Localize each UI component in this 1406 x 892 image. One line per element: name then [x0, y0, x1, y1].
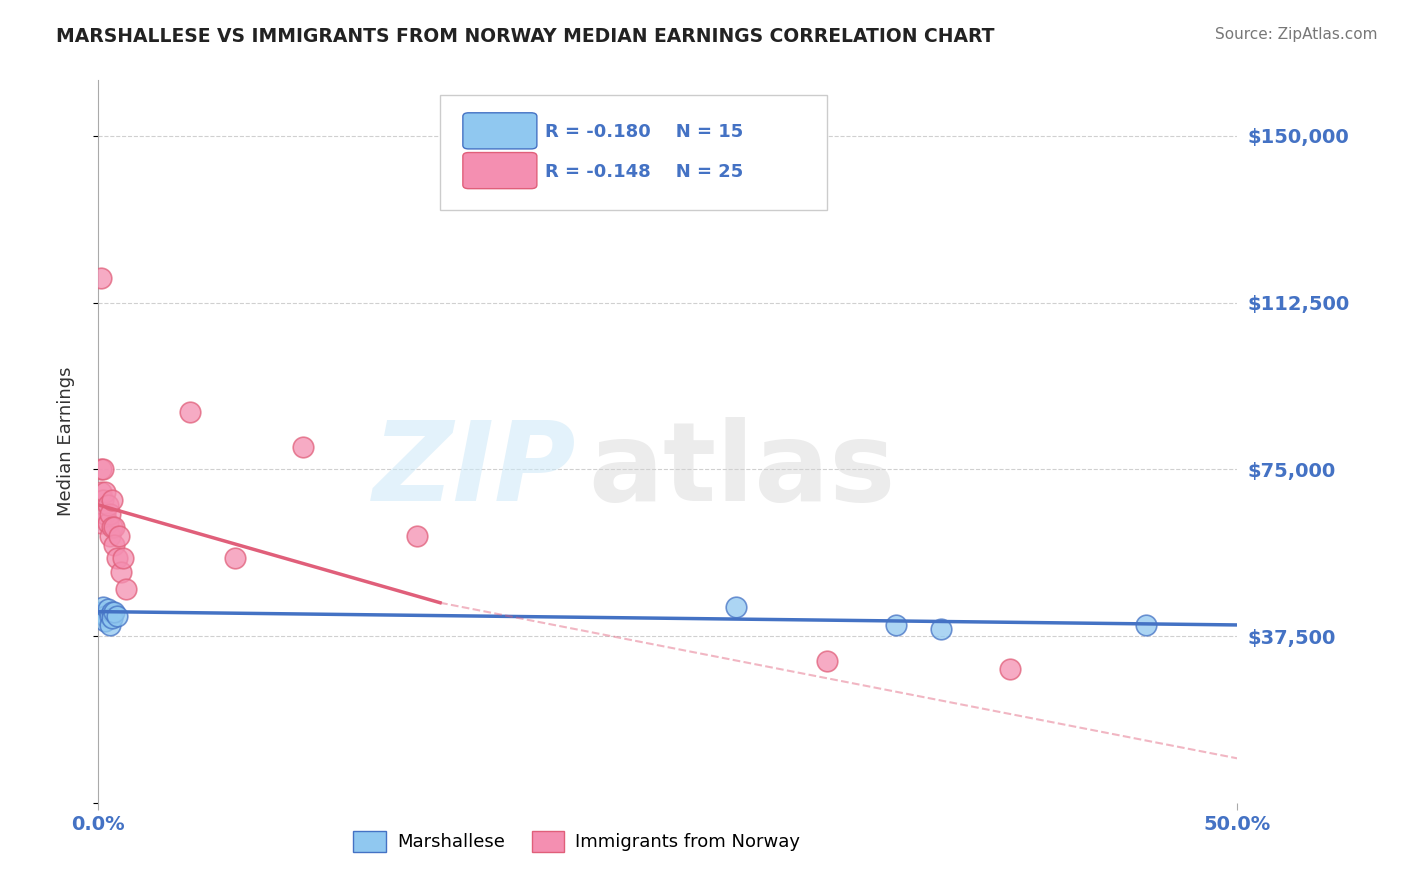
Point [105, 551, 128, 566]
Point [110, 565, 132, 579]
Point [101, 611, 124, 625]
Point [179, 404, 201, 418]
Text: R = -0.180    N = 15: R = -0.180 N = 15 [546, 123, 744, 141]
Point [98, 618, 121, 632]
Point [103, 520, 125, 534]
Point [929, 623, 952, 637]
Point [103, 605, 125, 619]
Point [94, 609, 117, 624]
Point [90, 271, 112, 285]
Text: atlas: atlas [588, 417, 896, 524]
Point [94, 614, 117, 628]
Y-axis label: Median Earnings: Median Earnings [56, 367, 75, 516]
Point [101, 520, 124, 534]
Point [98, 609, 121, 624]
FancyBboxPatch shape [463, 153, 537, 189]
Point [90, 605, 112, 619]
Point [998, 662, 1021, 676]
Point [94, 507, 117, 521]
Point [815, 653, 838, 667]
Point [406, 529, 429, 543]
FancyBboxPatch shape [463, 112, 537, 149]
Text: R = -0.148    N = 25: R = -0.148 N = 25 [546, 163, 744, 181]
Point [108, 529, 131, 543]
Point [105, 609, 128, 624]
Text: MARSHALLESE VS IMMIGRANTS FROM NORWAY MEDIAN EARNINGS CORRELATION CHART: MARSHALLESE VS IMMIGRANTS FROM NORWAY ME… [56, 27, 994, 45]
Point [224, 551, 246, 566]
Point [90, 516, 112, 530]
Point [114, 582, 136, 597]
Point [96, 602, 118, 616]
Point [91, 493, 114, 508]
Point [91, 462, 114, 476]
Point [98, 529, 121, 543]
Point [725, 600, 748, 615]
Point [94, 484, 117, 499]
Point [101, 493, 124, 508]
Point [292, 440, 315, 454]
Point [96, 498, 118, 512]
Text: ZIP: ZIP [373, 417, 576, 524]
Legend: Marshallese, Immigrants from Norway: Marshallese, Immigrants from Norway [346, 823, 807, 859]
Point [90, 484, 112, 499]
FancyBboxPatch shape [440, 95, 827, 211]
Point [884, 618, 907, 632]
Point [98, 507, 121, 521]
Point [91, 600, 114, 615]
Point [101, 605, 124, 619]
Point [90, 462, 112, 476]
Point [103, 538, 125, 552]
Point [1135, 618, 1157, 632]
Point [112, 551, 135, 566]
Text: Source: ZipAtlas.com: Source: ZipAtlas.com [1215, 27, 1378, 42]
Point [96, 516, 118, 530]
